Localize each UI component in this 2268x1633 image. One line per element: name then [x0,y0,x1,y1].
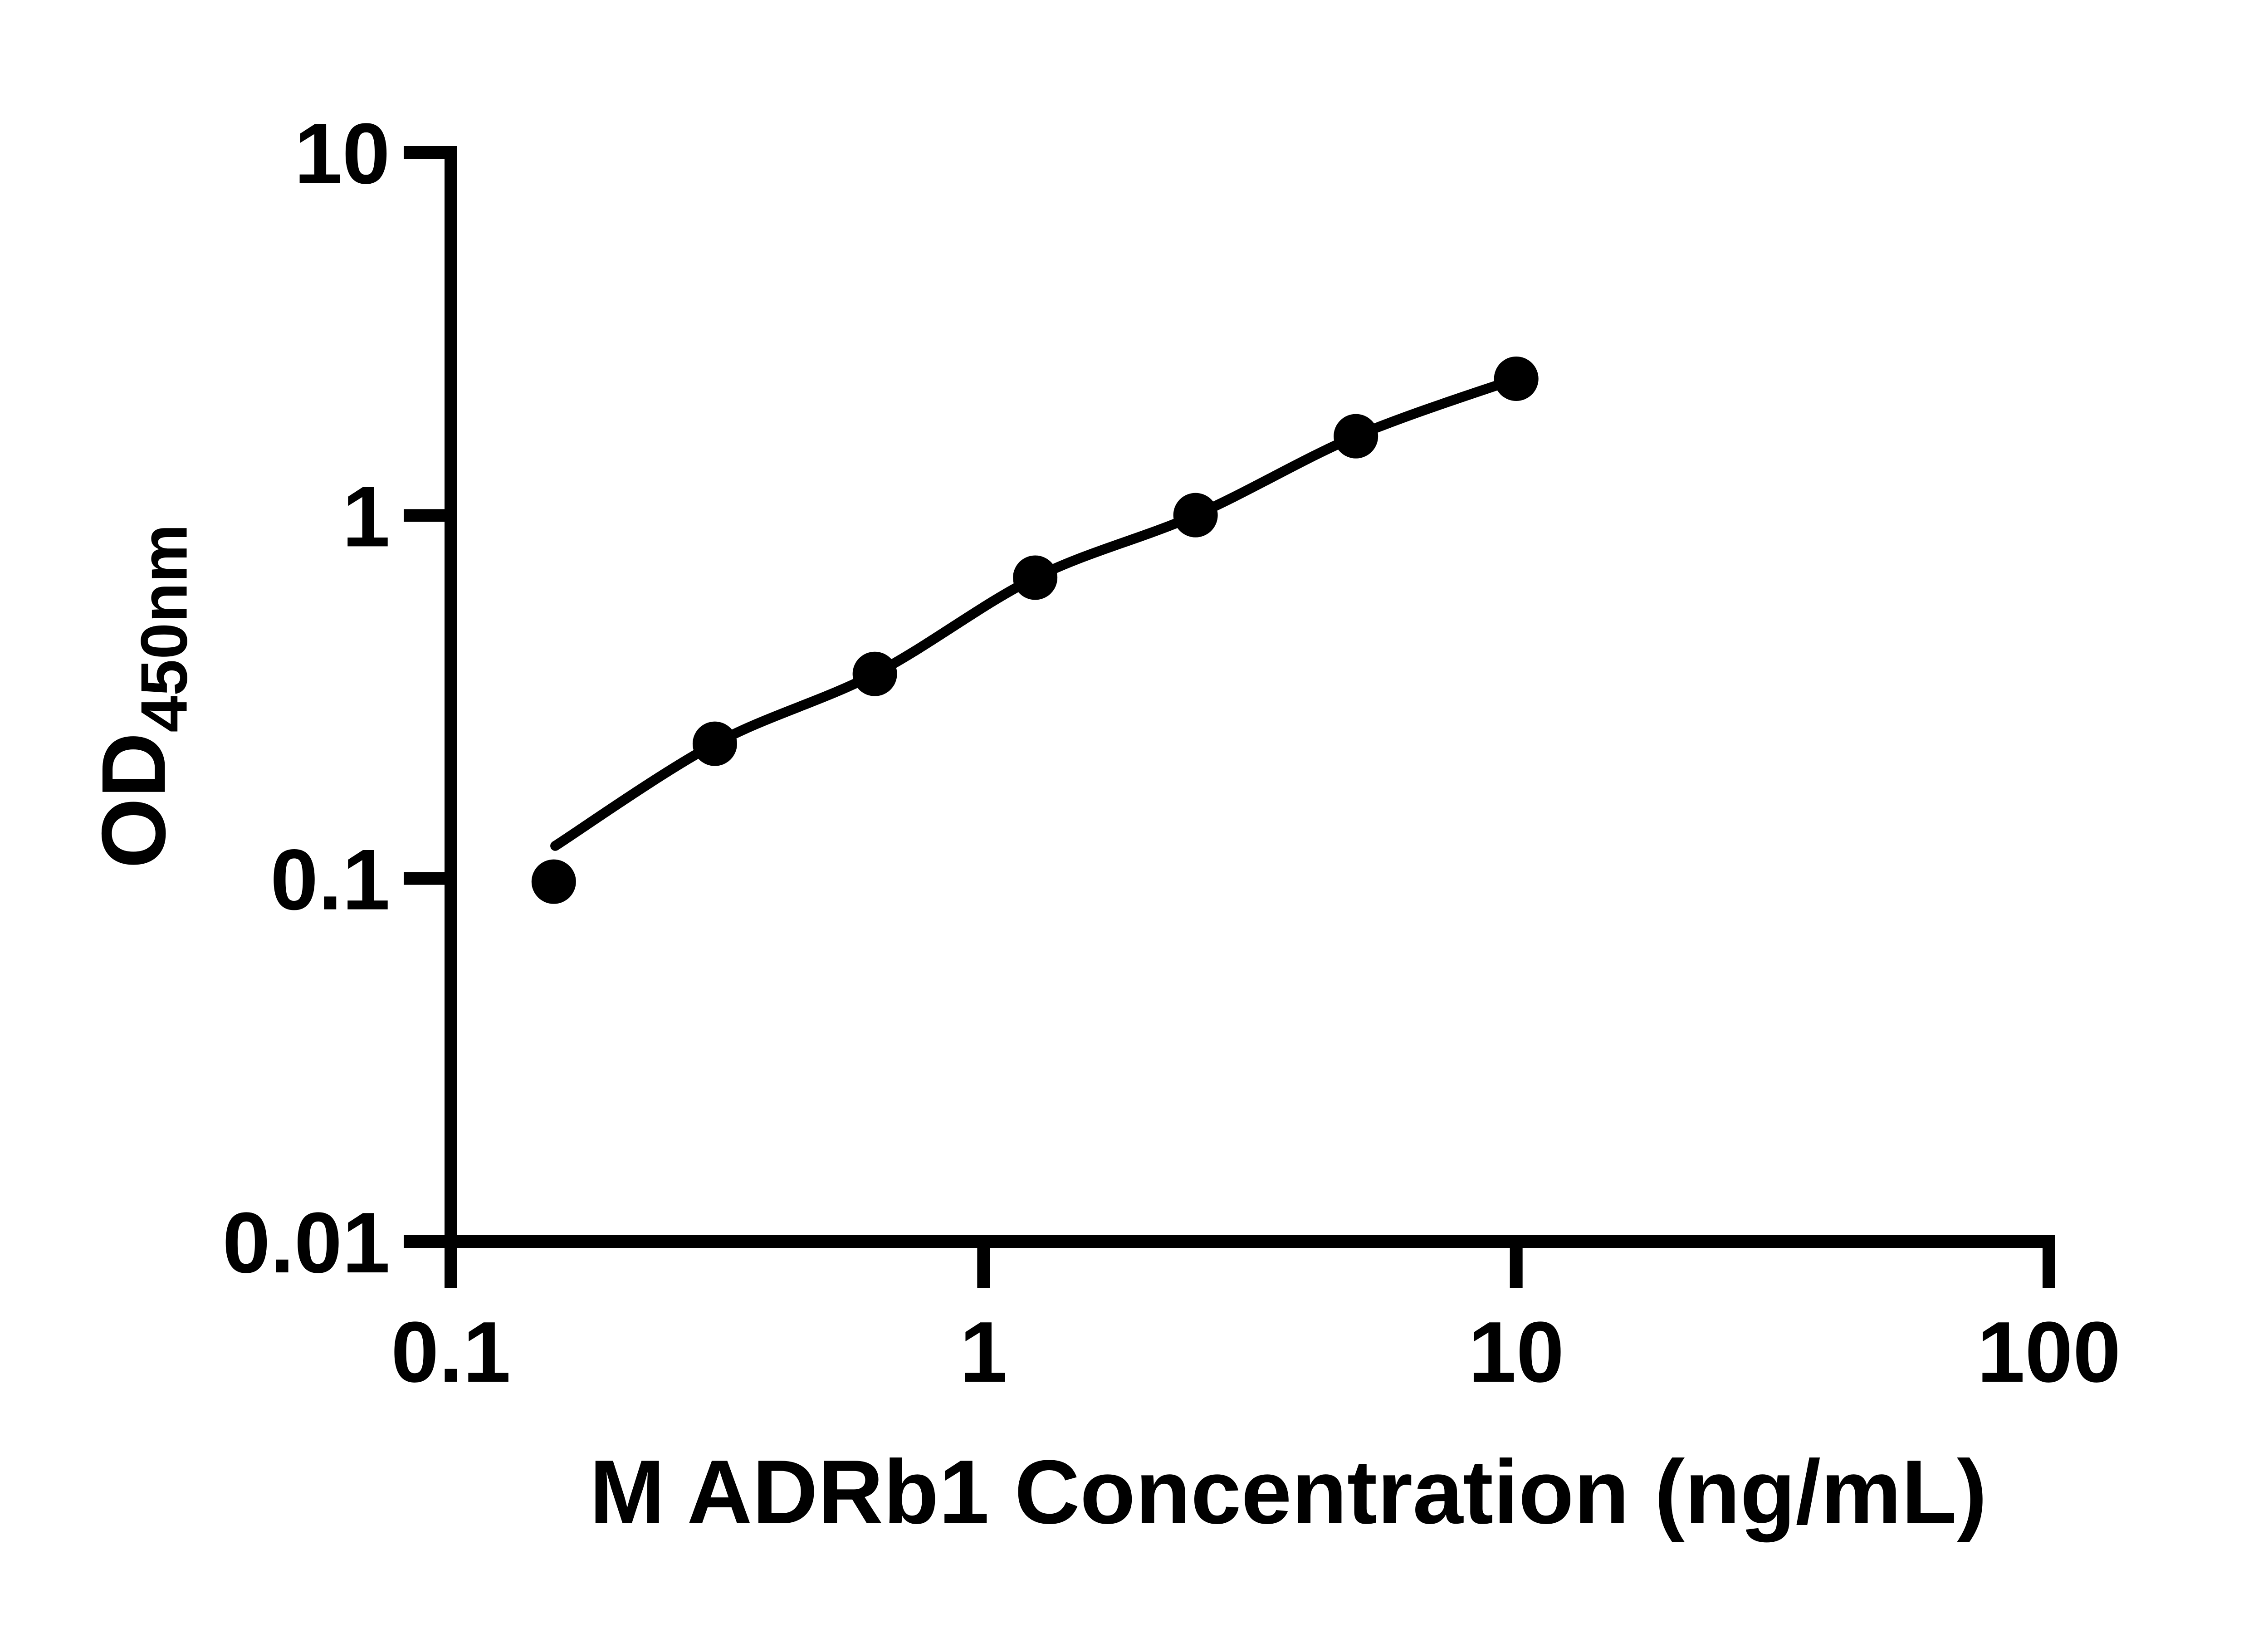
y-tick-label: 10 [294,106,390,202]
data-point [531,859,576,904]
data-point [1173,493,1218,538]
y-axis-title: OD450nm [83,524,201,868]
y-tick-label: 1 [342,469,390,565]
data-point [692,721,737,766]
y-axis-title-main: OD [83,732,185,869]
x-tick-label: 0.1 [391,1304,511,1400]
data-point [1494,356,1539,401]
y-tick-label: 0.01 [222,1195,390,1291]
x-axis-title: M ADRb1 Concentration (ng/mL) [589,1442,1987,1543]
data-point [852,651,897,696]
y-axis-title-subscript: 450nm [127,524,201,733]
x-tick-label: 10 [1468,1304,1564,1400]
data-point [1334,414,1378,459]
y-tick-label: 0.1 [270,832,390,928]
x-tick-label: 1 [959,1304,1007,1400]
x-tick-label: 100 [1977,1304,2121,1400]
data-point [1013,555,1058,600]
